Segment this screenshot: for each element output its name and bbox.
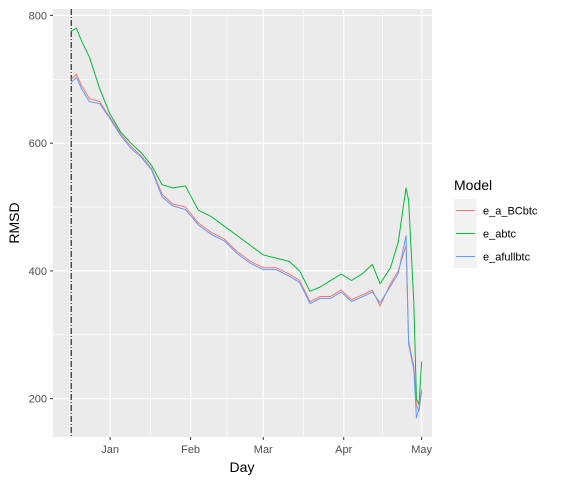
x-tick-label: Mar — [254, 444, 273, 456]
y-tick-label: 600 — [29, 138, 47, 150]
x-tick-label: Feb — [181, 444, 200, 456]
x-tick-label: Apr — [335, 444, 352, 456]
y-tick-label: 200 — [29, 394, 47, 406]
legend-title: Model — [454, 177, 492, 193]
x-axis-title: Day — [230, 459, 255, 475]
legend-label-e_a_BCbtc: e_a_BCbtc — [483, 206, 538, 218]
x-tick-label: Jan — [101, 444, 119, 456]
y-tick-label: 400 — [29, 266, 47, 278]
legend-label-e_abtc: e_abtc — [483, 229, 517, 241]
x-tick-label: May — [411, 444, 432, 456]
legend-label-e_afullbtc: e_afullbtc — [483, 252, 531, 264]
y-tick-label: 800 — [29, 10, 47, 22]
y-axis-title: RMSD — [6, 202, 22, 243]
